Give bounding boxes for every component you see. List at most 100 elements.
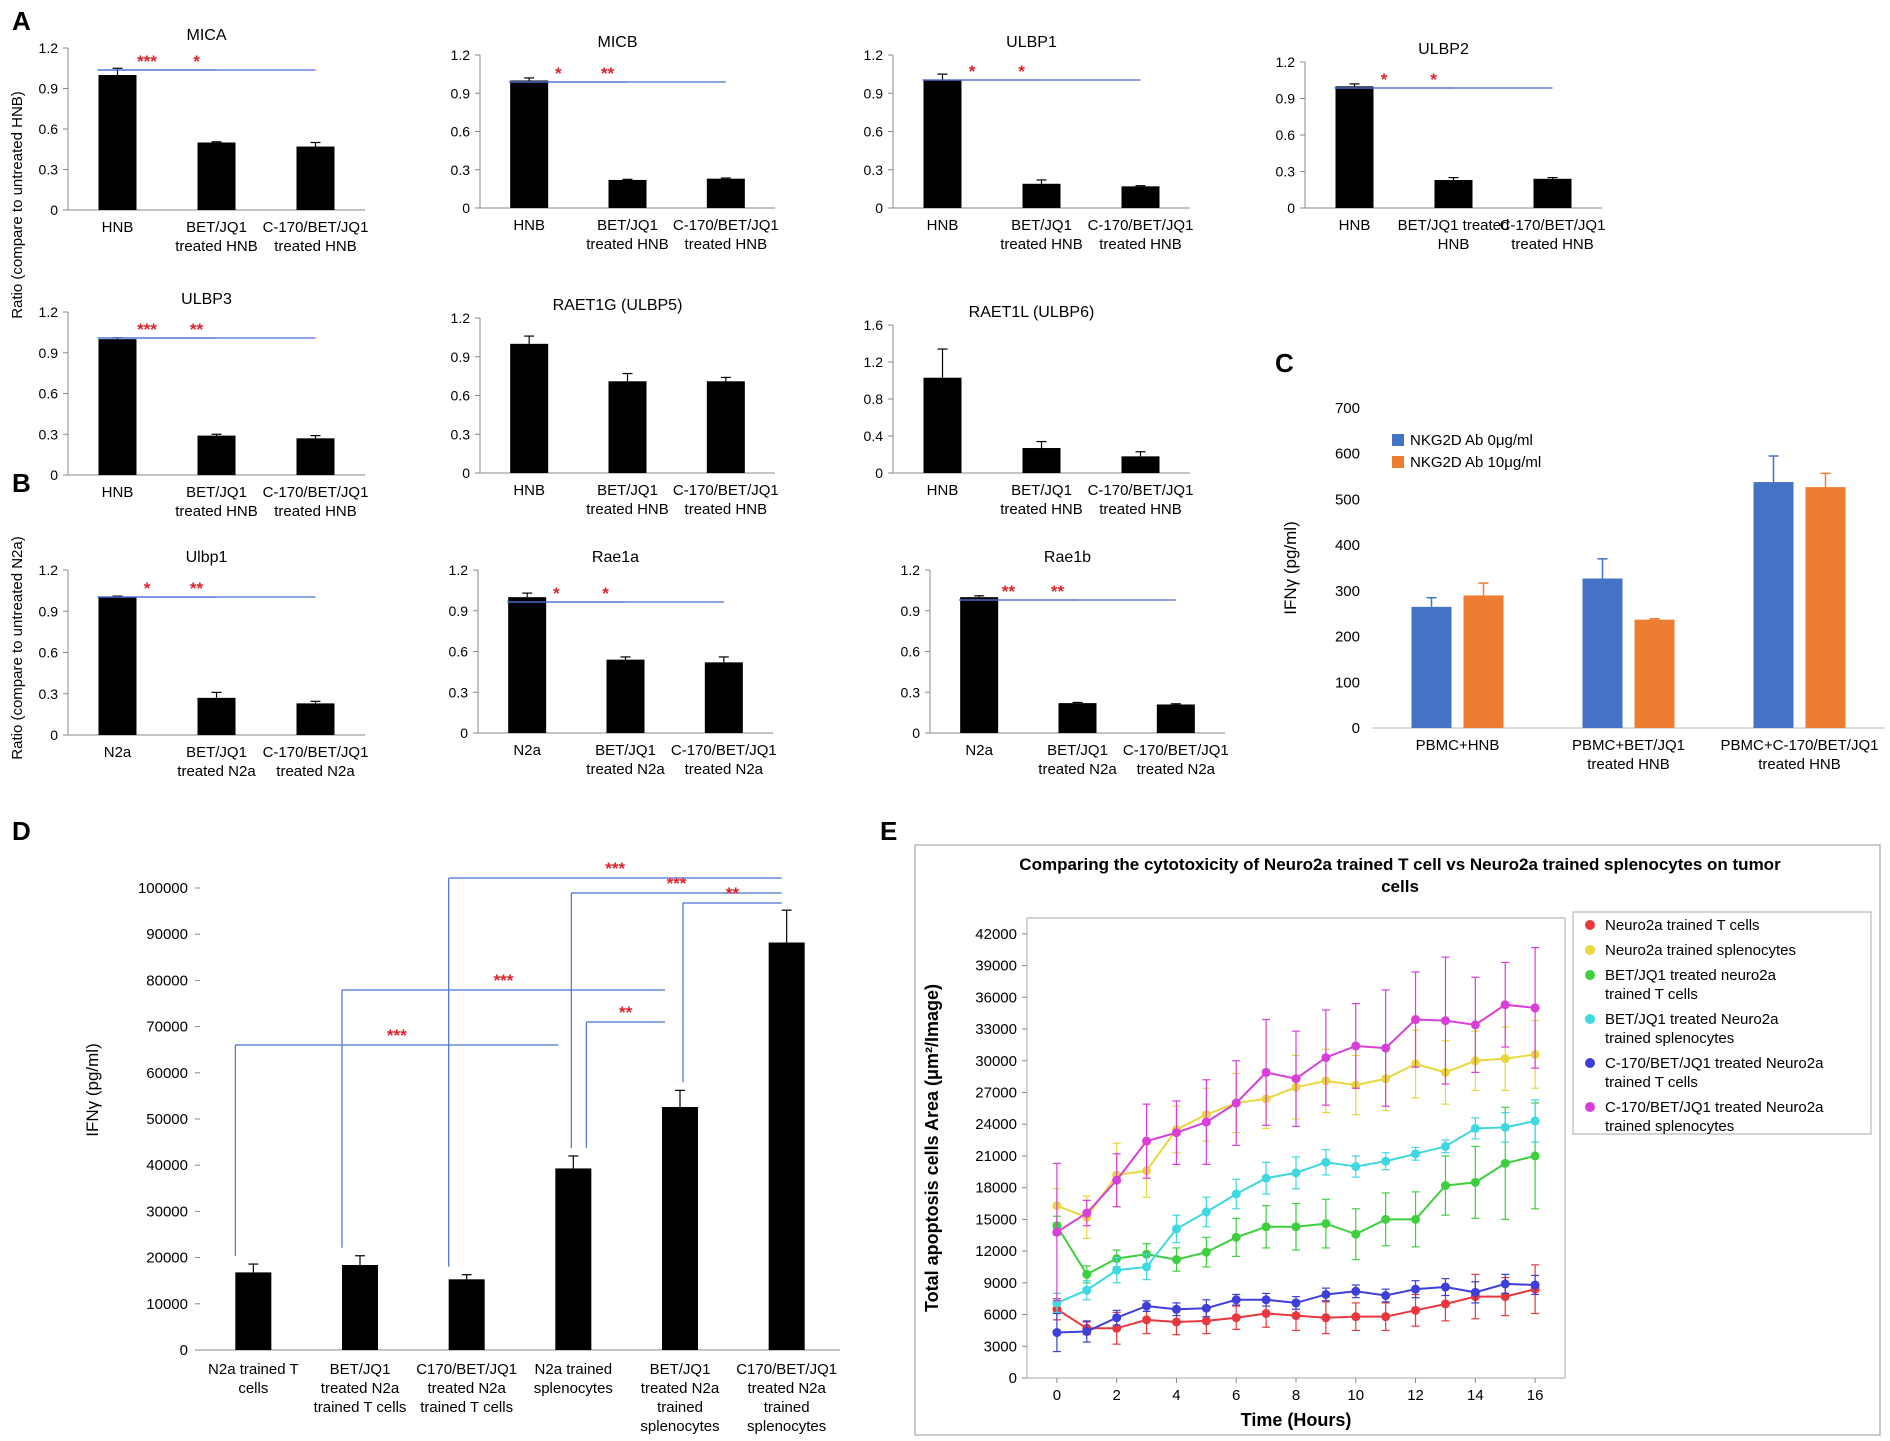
category-label: BET/JQ1: [1011, 482, 1072, 499]
x-tick-label: 12: [1407, 1387, 1424, 1404]
data-point: [1231, 1313, 1241, 1323]
data-point: [1500, 1279, 1510, 1289]
data-point: [1381, 1291, 1391, 1301]
y-axis-label: Total apoptosis cells Area (μm²/Image): [922, 984, 942, 1312]
chart-rae1a: 0 0.3 0.6 0.9 1.2 Rae1a N2a BET/JQ1 treated N2a C…: [449, 549, 777, 778]
data-point: [1231, 1189, 1241, 1199]
bar: [606, 659, 645, 733]
y-tick-label: 700: [1335, 400, 1360, 417]
y-tick-label: 0.6: [451, 388, 471, 404]
category-label: treated N2a: [641, 1380, 720, 1397]
y-tick-label: 0: [1009, 1370, 1017, 1387]
bar: [662, 1106, 698, 1350]
data-point: [1112, 1175, 1122, 1185]
significance-label: **: [190, 579, 204, 598]
legend-label: trained T cells: [1605, 1074, 1698, 1091]
data-point: [1351, 1162, 1361, 1172]
data-point: [1321, 1219, 1331, 1229]
legend-label: NKG2D Ab 10μg/ml: [1410, 454, 1541, 471]
category-label: C170/BET/JQ1: [736, 1361, 837, 1378]
significance-label: *: [969, 62, 976, 81]
data-point: [1440, 1282, 1450, 1292]
significance-label: *: [1430, 70, 1437, 89]
legend-marker: [1585, 1014, 1595, 1024]
ratio-axis-label-n2a: Ratio (compare to untreated N2a): [9, 536, 26, 759]
data-point: [1411, 1015, 1421, 1025]
data-point: [1500, 1292, 1510, 1302]
y-tick-label: 0.3: [39, 426, 59, 442]
bar: [1022, 448, 1061, 473]
chart-title: MICA: [187, 27, 227, 44]
data-point: [1112, 1313, 1122, 1323]
category-label: splenocytes: [640, 1418, 719, 1435]
data-point: [1321, 1053, 1331, 1063]
data-point: [1142, 1301, 1152, 1311]
significance-label: ***: [137, 320, 157, 339]
data-point: [1321, 1313, 1331, 1323]
category-label: treated HNB: [586, 501, 669, 518]
bar: [1058, 703, 1097, 733]
y-tick-label: 30000: [975, 1053, 1017, 1070]
y-tick-label: 1.2: [39, 40, 59, 56]
y-tick-label: 0.6: [39, 645, 59, 661]
y-tick-label: 0: [1352, 720, 1360, 737]
category-label: cells: [238, 1380, 268, 1397]
panel-letter-a: A: [12, 6, 31, 36]
y-tick-label: 0.9: [901, 603, 921, 619]
data-point: [1291, 1222, 1301, 1232]
category-label: BET/JQ1: [595, 742, 656, 759]
data-point: [1261, 1295, 1271, 1305]
significance-label: ***: [605, 859, 625, 878]
y-tick-label: 0.3: [451, 426, 471, 442]
legend-marker: [1585, 970, 1595, 980]
y-tick-label: 0.4: [864, 428, 884, 444]
category-label: BET/JQ1: [1011, 217, 1072, 234]
data-point: [1351, 1286, 1361, 1296]
bar: [923, 377, 962, 473]
category-label: N2a: [965, 742, 993, 759]
y-tick-label: 0: [912, 725, 920, 741]
y-tick-label: 0: [875, 465, 883, 481]
data-point: [1470, 1020, 1480, 1030]
category-label: BET/JQ1 treated: [1398, 217, 1510, 234]
y-tick-label: 0.3: [1276, 164, 1296, 180]
y-tick-label: 0.3: [901, 684, 921, 700]
significance-label: *: [1018, 62, 1025, 81]
bar: [296, 146, 335, 210]
legend-marker: [1585, 920, 1595, 930]
y-tick-label: 0.8: [864, 391, 884, 407]
y-tick-label: 0.9: [451, 85, 471, 101]
data-point: [1171, 1304, 1181, 1314]
x-tick-label: 10: [1347, 1387, 1364, 1404]
data-point: [1381, 1043, 1391, 1053]
y-tick-label: 30000: [146, 1203, 188, 1220]
data-point: [1351, 1229, 1361, 1239]
bar: [706, 178, 745, 208]
y-tick-label: 27000: [975, 1084, 1017, 1101]
y-tick-label: 0.9: [864, 85, 884, 101]
y-tick-label: 0.3: [39, 686, 59, 702]
chart-title: ULBP2: [1418, 41, 1469, 58]
category-label: PBMC+HNB: [1416, 737, 1500, 754]
legend-marker: [1585, 1102, 1595, 1112]
category-label: C-170/BET/JQ1: [1123, 742, 1229, 759]
data-point: [1201, 1303, 1211, 1313]
panel-letter-c: C: [1275, 348, 1294, 378]
y-tick-label: 0.3: [451, 162, 471, 178]
y-tick-label: 100: [1335, 674, 1360, 691]
bar: [448, 1279, 485, 1350]
bar: [1582, 578, 1623, 728]
y-tick-label: 0.6: [449, 644, 469, 660]
data-point: [1351, 1312, 1361, 1322]
category-label: HNB: [513, 217, 545, 234]
bar: [1805, 487, 1846, 728]
y-tick-label: 0.6: [39, 386, 59, 402]
y-tick-label: 0.9: [39, 345, 59, 361]
data-point: [1201, 1316, 1211, 1326]
y-tick-label: 0.9: [1276, 91, 1296, 107]
chart-title: Ulbp1: [186, 549, 228, 566]
y-tick-label: 0: [1287, 200, 1295, 216]
category-label: treated HNB: [1587, 756, 1670, 773]
category-label: treated HNB: [1758, 756, 1841, 773]
category-label: treated N2a: [685, 761, 764, 778]
